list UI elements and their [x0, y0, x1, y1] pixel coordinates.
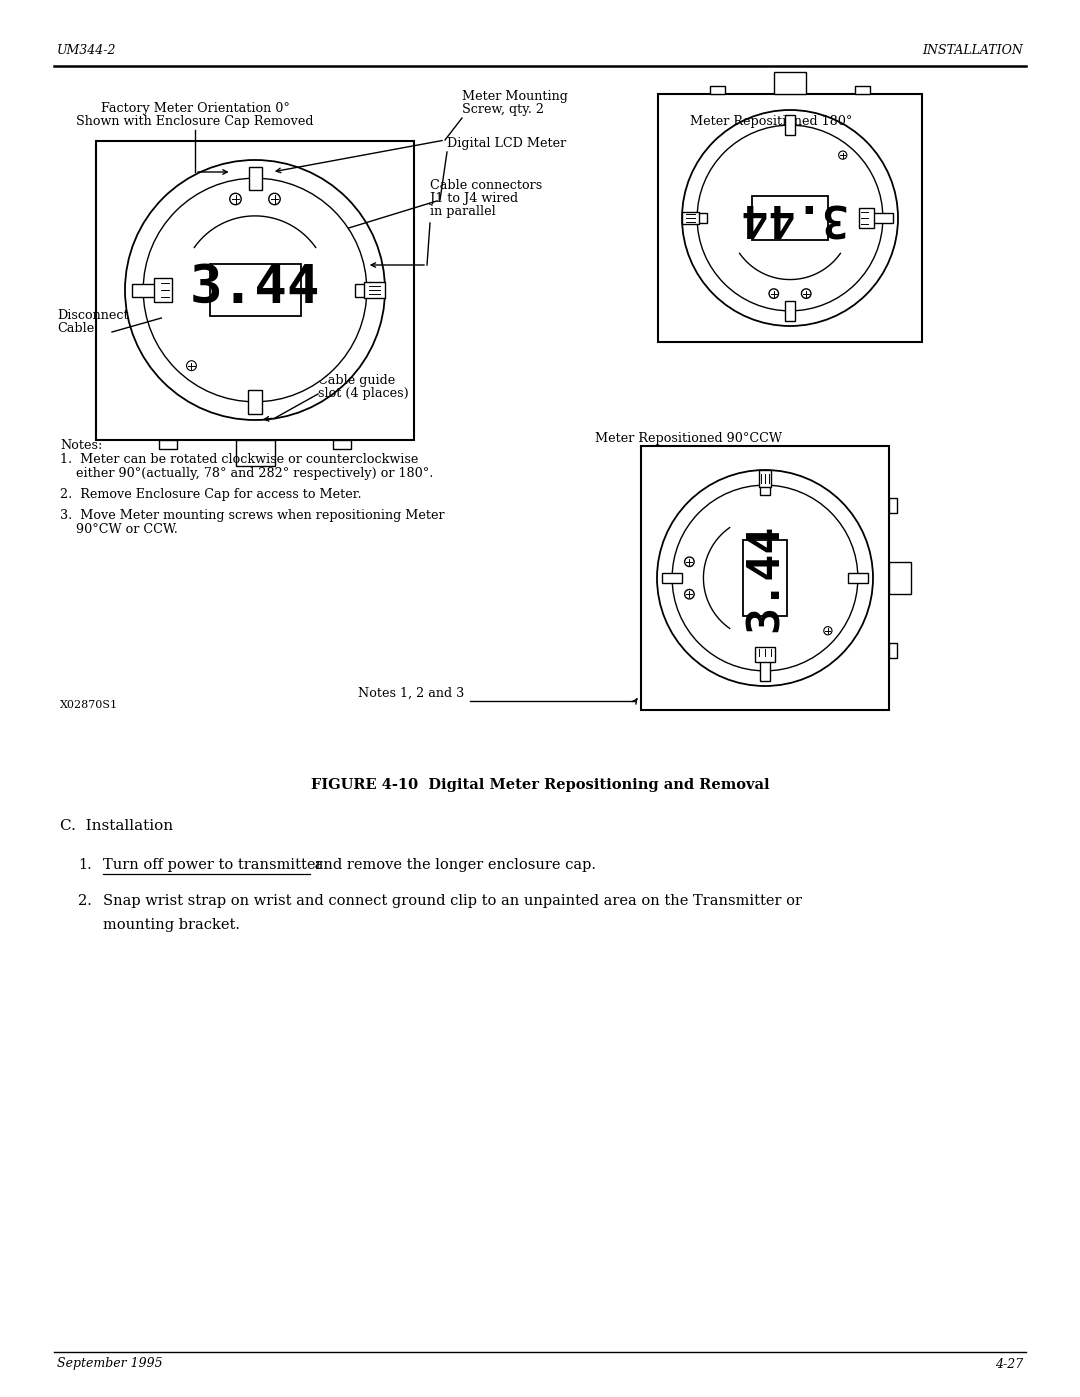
Circle shape	[269, 193, 280, 205]
Text: Shown with Enclosure Cap Removed: Shown with Enclosure Cap Removed	[77, 115, 314, 129]
Bar	[710, 87, 725, 94]
Text: 2.  Remove Enclosure Cap for access to Meter.: 2. Remove Enclosure Cap for access to Me…	[60, 488, 362, 502]
Polygon shape	[662, 573, 681, 584]
Polygon shape	[784, 302, 795, 320]
Text: 3.44: 3.44	[190, 261, 321, 313]
Text: J1 to J4 wired: J1 to J4 wired	[430, 191, 518, 205]
Polygon shape	[759, 475, 770, 495]
Text: Meter Repositioned 180°: Meter Repositioned 180°	[690, 115, 852, 129]
Text: Cable guide: Cable guide	[318, 374, 395, 387]
Text: Turn off power to transmitter: Turn off power to transmitter	[103, 858, 323, 872]
Text: 2.: 2.	[78, 894, 92, 908]
Bar	[159, 440, 177, 448]
Text: 3.44: 3.44	[743, 524, 786, 633]
Text: and remove the longer enclosure cap.: and remove the longer enclosure cap.	[310, 858, 596, 872]
Polygon shape	[758, 469, 771, 488]
Text: 3.44: 3.44	[735, 194, 845, 237]
Polygon shape	[873, 212, 892, 224]
Bar	[889, 643, 896, 658]
Text: FIGURE 4-10  Digital Meter Repositioning and Removal: FIGURE 4-10 Digital Meter Repositioning …	[311, 778, 769, 792]
Circle shape	[672, 485, 858, 671]
Circle shape	[839, 151, 847, 159]
Text: Factory Meter Orientation 0°: Factory Meter Orientation 0°	[100, 102, 289, 115]
Text: slot (4 places): slot (4 places)	[318, 387, 408, 400]
Bar	[96, 141, 414, 440]
Bar	[333, 440, 351, 448]
Polygon shape	[687, 212, 706, 224]
Text: in parallel: in parallel	[430, 205, 496, 218]
Text: Disconnect: Disconnect	[57, 309, 129, 321]
Polygon shape	[681, 211, 699, 225]
Text: X02870S1: X02870S1	[60, 700, 118, 710]
Polygon shape	[355, 284, 378, 296]
Bar	[658, 94, 921, 342]
Text: either 90°(actually, 78° and 282° respectively) or 180°.: either 90°(actually, 78° and 282° respec…	[60, 467, 433, 481]
Text: Notes 1, 2 and 3: Notes 1, 2 and 3	[357, 687, 464, 700]
Circle shape	[657, 469, 873, 686]
Text: Screw, qty. 2: Screw, qty. 2	[462, 103, 544, 116]
Text: Notes:: Notes:	[60, 439, 103, 453]
Circle shape	[697, 126, 882, 312]
Polygon shape	[859, 208, 874, 228]
Circle shape	[824, 627, 832, 634]
Text: Meter Repositioned 90°CCW: Meter Repositioned 90°CCW	[595, 432, 782, 446]
Circle shape	[144, 179, 367, 402]
Text: mounting bracket.: mounting bracket.	[103, 918, 240, 932]
Polygon shape	[132, 284, 154, 296]
Bar	[235, 440, 274, 465]
Text: Cable: Cable	[57, 321, 94, 335]
Text: 1.  Meter can be rotated clockwise or counterclockwise: 1. Meter can be rotated clockwise or cou…	[60, 453, 418, 467]
Bar	[743, 541, 786, 616]
Circle shape	[685, 590, 694, 599]
Circle shape	[125, 161, 384, 420]
Bar	[889, 562, 910, 594]
Polygon shape	[364, 282, 384, 298]
Bar	[773, 73, 806, 94]
Text: 3.  Move Meter mounting screws when repositioning Meter: 3. Move Meter mounting screws when repos…	[60, 509, 445, 522]
Circle shape	[230, 193, 241, 205]
Bar	[210, 264, 300, 316]
Text: Snap wrist strap on wrist and connect ground clip to an unpainted area on the Tr: Snap wrist strap on wrist and connect gr…	[103, 894, 802, 908]
Text: Digital LCD Meter: Digital LCD Meter	[447, 137, 566, 149]
Circle shape	[187, 360, 197, 370]
Bar	[640, 446, 889, 710]
Circle shape	[769, 289, 779, 299]
Circle shape	[801, 289, 811, 299]
Bar	[752, 197, 827, 240]
Polygon shape	[153, 278, 172, 302]
Text: INSTALLATION: INSTALLATION	[922, 43, 1023, 56]
Polygon shape	[784, 116, 795, 136]
Polygon shape	[755, 647, 774, 662]
Text: 4-27: 4-27	[995, 1358, 1023, 1370]
Polygon shape	[848, 573, 867, 584]
Bar	[855, 87, 870, 94]
Circle shape	[685, 557, 694, 567]
Text: Meter Mounting: Meter Mounting	[462, 89, 568, 103]
Text: C.  Installation: C. Installation	[60, 819, 173, 833]
Polygon shape	[759, 661, 770, 680]
Bar	[889, 497, 896, 513]
Polygon shape	[248, 166, 261, 190]
Text: Cable connectors: Cable connectors	[430, 179, 542, 191]
Text: 90°CW or CCW.: 90°CW or CCW.	[60, 522, 178, 536]
Circle shape	[681, 110, 897, 326]
Text: UM344-2: UM344-2	[57, 43, 117, 56]
Polygon shape	[248, 390, 261, 414]
Text: September 1995: September 1995	[57, 1358, 163, 1370]
Text: 1.: 1.	[78, 858, 92, 872]
